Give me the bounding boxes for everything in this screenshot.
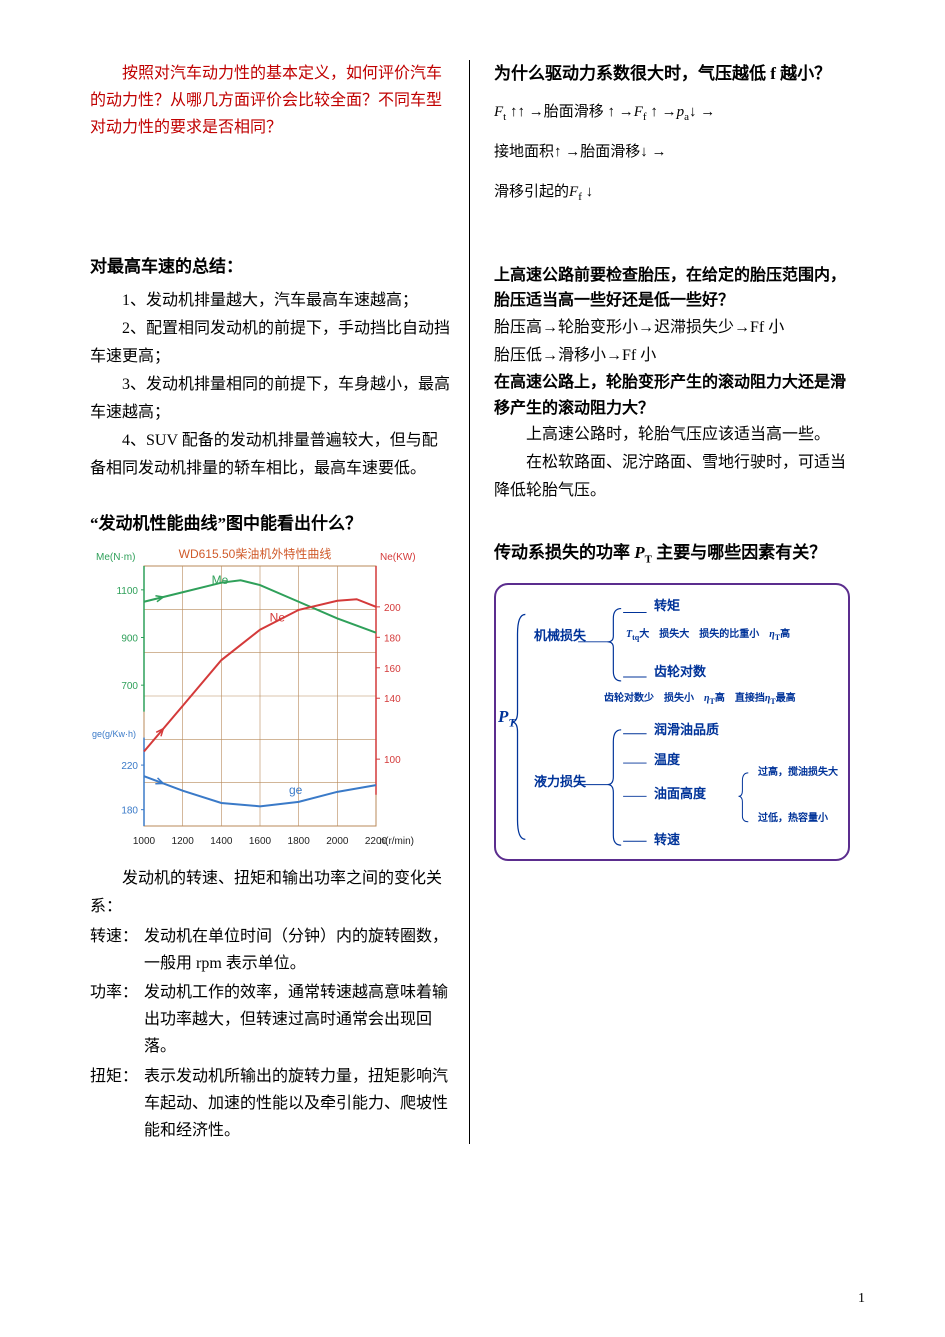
definition-body: 发动机在单位时间（分钟）内的旋转圈数，一般用 rpm 表示单位。	[144, 923, 451, 977]
page-number: 1	[858, 1291, 865, 1307]
svg-text:200: 200	[384, 602, 401, 613]
tree-hyd-tip-2: 过低，热容量小	[758, 809, 828, 824]
svg-text:180: 180	[384, 633, 401, 644]
definition-item: 功率：发动机工作的效率，通常转速越高意味着输出功率越大，但转速过高时通常会出现回…	[90, 979, 451, 1061]
left-column: 按照对汽车动力性的基本定义，如何评价汽车的动力性？从哪几方面评价会比较全面？不同…	[90, 60, 470, 1144]
svg-text:180: 180	[121, 805, 138, 816]
tree-l1-hyd: 液力损失	[534, 771, 586, 790]
svg-text:1400: 1400	[210, 836, 233, 847]
svg-text:n(r/min): n(r/min)	[380, 836, 414, 847]
svg-text:1800: 1800	[288, 836, 311, 847]
svg-text:WD615.50柴油机外特性曲线: WD615.50柴油机外特性曲线	[179, 546, 332, 561]
svg-text:900: 900	[121, 633, 138, 644]
tire-pressure-l2: 胎压低→滑移小→Ff 小	[494, 342, 850, 370]
definition-item: 转速：发动机在单位时间（分钟）内的旋转圈数，一般用 rpm 表示单位。	[90, 923, 451, 977]
svg-text:1000: 1000	[133, 836, 156, 847]
definition-body: 发动机工作的效率，通常转速越高意味着输出功率越大，但转速过高时通常会出现回落。	[144, 979, 451, 1061]
tire-pressure-l1: 胎压高→轮胎变形小→迟滞损失少→Ff 小	[494, 314, 850, 342]
engine-curve-chart: WD615.50柴油机外特性曲线 1000 1200 1400 1600 1800 2000…	[90, 544, 451, 859]
svg-text:1100: 1100	[116, 585, 138, 596]
tree-l1-mech: 机械损失	[534, 625, 586, 644]
tree-hyd-speed: 转速	[654, 829, 680, 848]
definition-item: 扭矩：表示发动机所输出的旋转力量，扭矩影响汽车起动、加速的性能以及牵引能力、爬坡…	[90, 1063, 451, 1145]
tree-hyd-temp: 温度	[654, 749, 680, 768]
svg-text:2000: 2000	[326, 836, 349, 847]
svg-text:Ne(KW): Ne(KW)	[380, 552, 416, 563]
right-column: 为什么驱动力系数很大时，气压越低 f 越小？ Ft ↑↑ →胎面滑移 ↑ →Ff…	[470, 60, 850, 1144]
p-maxspeed-2: 2、配置相同发动机的前提下，手动挡比自动挡车速更高；	[90, 315, 451, 371]
tree-mech-note-1: Ttq大 损失大 损失的比重小 ηT高	[626, 625, 790, 642]
p-maxspeed-3: 3、发动机排量相同的前提下，车身越小，最高车速越高；	[90, 371, 451, 427]
heading-max-speed: 对最高车速的总结：	[90, 252, 451, 277]
heading-transmission-loss: 传动系损失的功率 PT 主要与哪些因素有关？	[494, 539, 850, 569]
tree-hyd-oil: 润滑油品质	[654, 719, 719, 738]
svg-text:220: 220	[121, 761, 138, 772]
heading-drive-coef: 为什么驱动力系数很大时，气压越低 f 越小？	[494, 60, 850, 87]
heading-rolling-resistance: 在高速公路上，轮胎变形产生的滚动阻力大还是滑移产生的滚动阻力大？	[494, 370, 850, 421]
definition-label: 扭矩：	[90, 1063, 144, 1145]
engine-curve-intro: 发动机的转速、扭矩和输出功率之间的变化关系：	[90, 865, 451, 921]
svg-text:1200: 1200	[172, 836, 195, 847]
tree-mech-torque: 转矩	[654, 595, 680, 614]
svg-text:100: 100	[384, 755, 401, 766]
p-maxspeed-1: 1、发动机排量越大，汽车最高车速越高；	[90, 287, 451, 315]
svg-text:160: 160	[384, 663, 401, 674]
definition-label: 功率：	[90, 979, 144, 1061]
svg-text:140: 140	[384, 694, 401, 705]
eq-line-1: Ft ↑↑ →胎面滑移 ↑ →Ff ↑ →pa↓ →	[494, 97, 850, 129]
svg-text:ge: ge	[289, 782, 303, 796]
tree-mech-gears: 齿轮对数	[654, 661, 706, 680]
tree-hyd-tip-1: 过高，搅油损失大	[758, 763, 838, 778]
tree-mech-note-2: 齿轮对数少 损失小 ηT高 直接挡ηT最高	[604, 689, 796, 706]
transmission-loss-tree: PT 机械损失 液力损失 转矩 Ttq大 损失大 损失的比重小 ηT高 齿轮对数…	[494, 583, 850, 861]
eq-line-2: 接地面积↑ →胎面滑移↓ →	[494, 137, 850, 169]
red-question: 按照对汽车动力性的基本定义，如何评价汽车的动力性？从哪几方面评价会比较全面？不同…	[90, 60, 451, 142]
tree-hyd-level: 油面高度	[654, 783, 706, 802]
svg-text:1600: 1600	[249, 836, 272, 847]
svg-text:Me: Me	[212, 573, 229, 587]
svg-text:700: 700	[121, 681, 138, 692]
definition-body: 表示发动机所输出的旋转力量，扭矩影响汽车起动、加速的性能以及牵引能力、爬坡性能和…	[144, 1063, 451, 1145]
heading-engine-curve: “发动机性能曲线”图中能看出什么？	[90, 509, 451, 534]
tire-conclusion-1: 上高速公路时，轮胎气压应该适当高一些。	[494, 421, 850, 449]
p-maxspeed-4: 4、SUV 配备的发动机排量普遍较大，但与配备相同发动机排量的轿车相比，最高车速…	[90, 427, 451, 483]
eq-line-3: 滑移引起的Ff ↓	[494, 177, 850, 209]
definition-label: 转速：	[90, 923, 144, 977]
svg-text:Me(N·m): Me(N·m)	[96, 552, 135, 563]
tire-conclusion-2: 在松软路面、泥泞路面、雪地行驶时，可适当降低轮胎气压。	[494, 449, 850, 505]
heading-tire-pressure: 上高速公路前要检查胎压，在给定的胎压范围内，胎压适当高一些好还是低一些好？	[494, 263, 850, 314]
svg-text:Ne: Ne	[270, 610, 286, 624]
svg-text:ge(g/Kw·h): ge(g/Kw·h)	[92, 728, 136, 738]
